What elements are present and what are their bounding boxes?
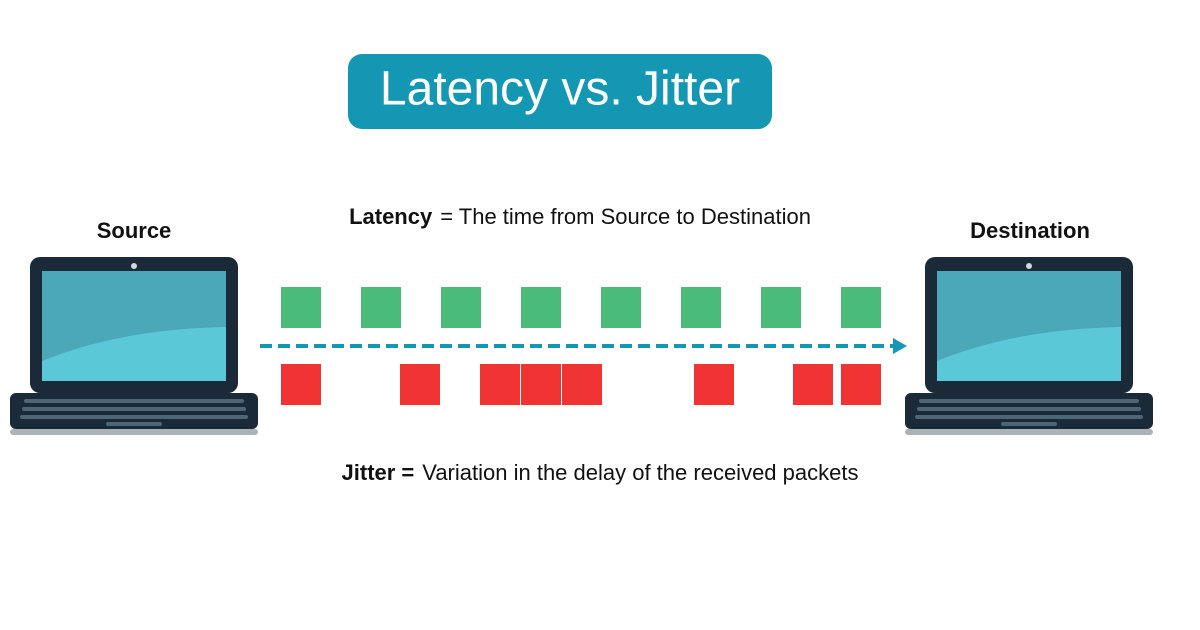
source-laptop	[10, 257, 258, 435]
latency-term: Latency	[349, 204, 433, 229]
packet	[400, 364, 440, 405]
packet	[281, 287, 321, 328]
packet	[694, 364, 734, 405]
source-label: Source	[97, 218, 172, 243]
packet	[521, 287, 561, 328]
latency-packets	[281, 287, 881, 328]
destination-laptop	[905, 257, 1153, 435]
packet	[441, 287, 481, 328]
destination-label: Destination	[970, 218, 1090, 243]
packet	[601, 287, 641, 328]
latency-line: Latency = The time from Source to Destina…	[349, 204, 811, 229]
packet	[361, 287, 401, 328]
jitter-packets	[281, 364, 881, 405]
packet	[841, 287, 881, 328]
packet	[841, 364, 881, 405]
packet	[562, 364, 602, 405]
packet	[761, 287, 801, 328]
packet	[480, 364, 520, 405]
jitter-term: Jitter =	[342, 460, 415, 485]
packet	[793, 364, 833, 405]
jitter-definition: Variation in the delay of the received p…	[422, 460, 858, 485]
packet	[281, 364, 321, 405]
latency-definition: = The time from Source to Destination	[440, 204, 811, 229]
packet	[521, 364, 561, 405]
jitter-line: Jitter = Variation in the delay of the re…	[342, 460, 859, 485]
title-box	[348, 54, 772, 129]
title: Latency vs. Jitter	[380, 63, 740, 116]
arrow-head	[893, 338, 907, 354]
packet	[681, 287, 721, 328]
